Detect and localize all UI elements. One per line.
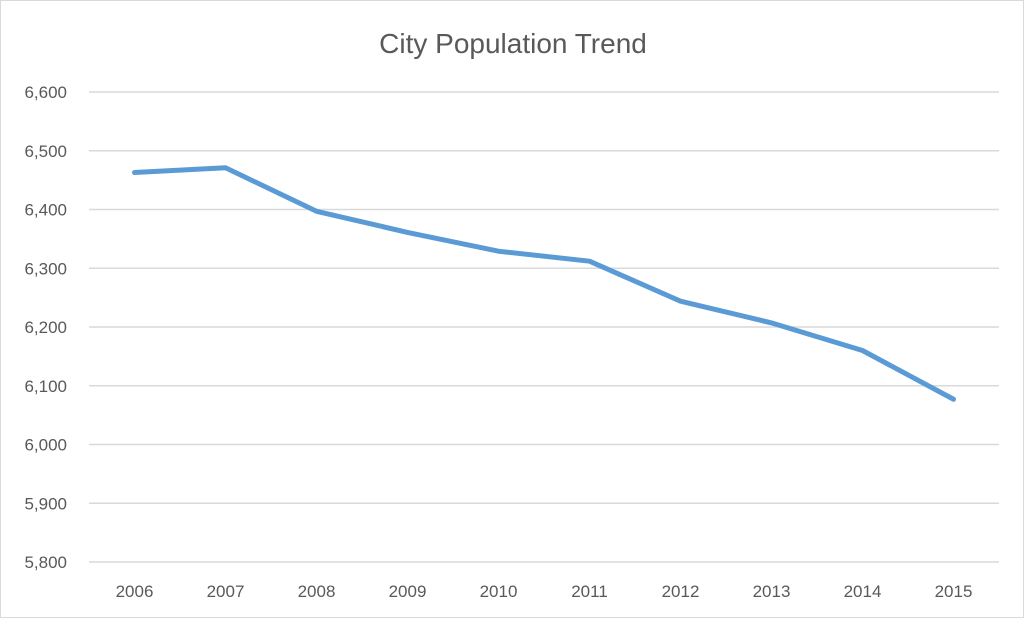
gridlines (89, 92, 999, 562)
x-tick-label: 2013 (753, 582, 791, 601)
x-tick-label: 2009 (389, 582, 427, 601)
y-tick-label: 5,900 (24, 494, 67, 513)
y-tick-label: 6,400 (24, 201, 67, 220)
y-tick-label: 6,500 (24, 142, 67, 161)
y-tick-label: 6,300 (24, 259, 67, 278)
y-tick-label: 5,800 (24, 553, 67, 572)
x-tick-label: 2012 (662, 582, 700, 601)
x-tick-label: 2015 (935, 582, 973, 601)
x-axis-ticks: 2006 2007 2008 2009 2010 2011 2012 2013 2014 2015 (116, 582, 973, 601)
y-tick-label: 6,600 (24, 83, 67, 102)
x-tick-label: 2006 (116, 582, 154, 601)
y-tick-label: 6,200 (24, 318, 67, 337)
x-tick-label: 2014 (844, 582, 882, 601)
chart-title: City Population Trend (379, 28, 647, 59)
x-tick-label: 2010 (480, 582, 518, 601)
series-line (135, 168, 954, 399)
series-lines (134, 168, 953, 400)
y-tick-label: 6,000 (24, 436, 67, 455)
x-tick-label: 2007 (207, 582, 245, 601)
y-axis-ticks: 5,800 5,900 6,000 6,100 6,200 6,300 6,400 6,500… (24, 83, 67, 572)
y-tick-label: 6,100 (24, 377, 67, 396)
x-tick-label: 2011 (571, 582, 608, 601)
x-tick-label: 2008 (298, 582, 336, 601)
